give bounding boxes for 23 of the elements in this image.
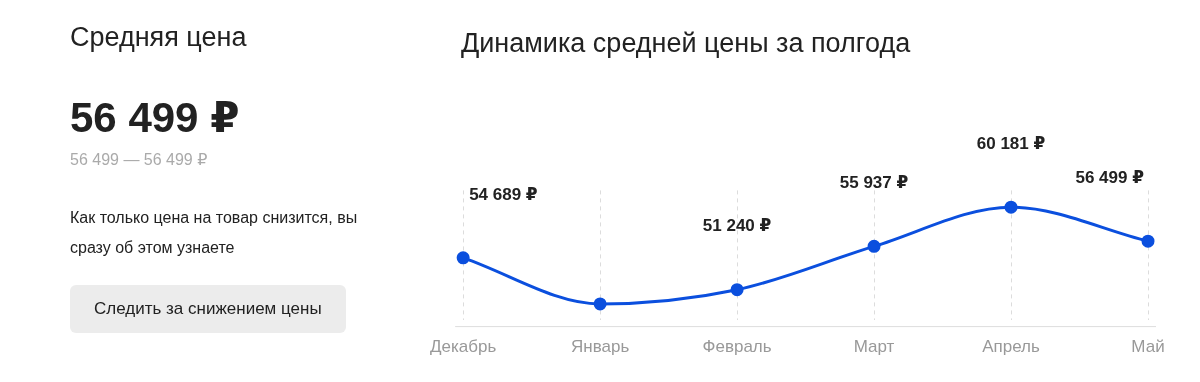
data-label: 60 181 ₽ <box>976 133 1046 153</box>
data-label: 51 240 ₽ <box>702 216 772 236</box>
data-label: 54 689 ₽ <box>469 184 538 204</box>
point <box>867 239 881 253</box>
chart-title: Динамика средней цены за полгода <box>461 27 912 58</box>
text: 56 499 — 56 499 ₽ <box>70 150 209 169</box>
point <box>730 283 744 297</box>
text: Следить за снижением цены <box>70 285 346 333</box>
text: Средняя цена <box>70 22 248 53</box>
text: Как только цена на товар снизится, вы сразу об этом узнаете <box>70 208 359 258</box>
x-tick-label: Январь <box>570 337 630 357</box>
data-label: 55 937 ₽ <box>839 173 909 193</box>
text: 56 499 ₽ <box>70 93 241 142</box>
x-tick-label: Апрель <box>982 337 1040 357</box>
point <box>1004 200 1018 214</box>
x-tick-label: Май <box>1131 337 1165 357</box>
point <box>1141 234 1155 248</box>
data-label: 56 499 ₽ <box>1075 167 1145 187</box>
point <box>593 297 607 311</box>
x-tick-label: Март <box>853 337 895 357</box>
point <box>456 251 470 265</box>
x-tick-label: Февраль <box>702 337 772 357</box>
x-tick-label: Декабрь <box>429 337 497 357</box>
